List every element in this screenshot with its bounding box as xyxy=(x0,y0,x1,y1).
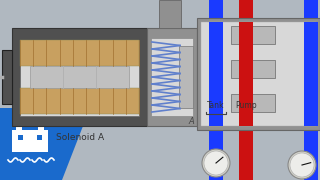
Bar xyxy=(16,125,44,132)
Bar xyxy=(147,28,197,126)
Bar xyxy=(209,18,320,32)
Polygon shape xyxy=(241,96,251,101)
Polygon shape xyxy=(0,108,90,180)
Bar xyxy=(239,22,253,126)
Bar xyxy=(2,50,12,104)
Bar xyxy=(304,22,318,126)
Bar xyxy=(231,60,275,78)
Bar xyxy=(18,135,23,140)
Bar xyxy=(297,151,307,155)
Text: Pump: Pump xyxy=(235,102,257,111)
Bar xyxy=(159,0,181,28)
Bar xyxy=(30,66,129,88)
Text: Tank: Tank xyxy=(207,102,225,111)
Bar xyxy=(22,125,38,130)
Circle shape xyxy=(204,151,228,175)
Text: Solenoid A: Solenoid A xyxy=(56,134,104,143)
Circle shape xyxy=(202,149,230,177)
Bar xyxy=(201,22,316,126)
Circle shape xyxy=(290,153,314,177)
Bar xyxy=(209,0,223,180)
Text: A: A xyxy=(188,118,194,127)
Bar xyxy=(151,38,193,116)
Bar xyxy=(239,18,320,32)
Bar xyxy=(179,46,193,108)
Bar xyxy=(20,40,139,66)
Bar xyxy=(304,0,318,180)
Bar xyxy=(37,135,42,140)
Bar xyxy=(231,94,275,112)
Bar xyxy=(12,130,48,152)
Circle shape xyxy=(288,151,316,179)
Bar xyxy=(231,26,275,44)
Bar xyxy=(211,149,221,153)
Bar xyxy=(20,88,139,114)
Bar xyxy=(209,22,223,126)
Bar xyxy=(20,40,139,116)
Bar xyxy=(239,0,253,180)
Bar xyxy=(197,18,320,130)
Bar xyxy=(12,28,147,126)
